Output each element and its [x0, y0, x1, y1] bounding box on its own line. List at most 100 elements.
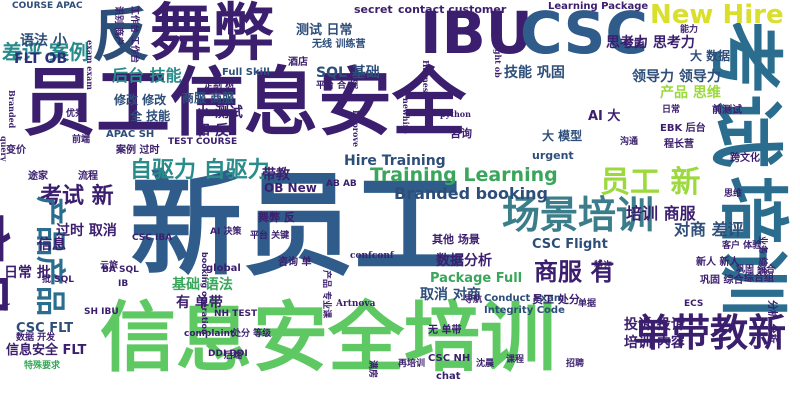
cloud-word: 技能	[624, 39, 644, 50]
cloud-word: DDI DDI	[208, 349, 248, 359]
cloud-word: credo	[1, 286, 11, 312]
cloud-word: 信息安全培训	[100, 293, 556, 382]
cloud-word: 信息安全 FLT	[6, 343, 87, 358]
cloud-word: Branded	[7, 90, 17, 129]
cloud-word: 跨文化	[730, 153, 760, 164]
cloud-word: 批 SQL	[42, 275, 75, 285]
cloud-word: 技能 巩固	[504, 65, 565, 81]
cloud-word: New Hire	[650, 0, 784, 30]
cloud-word: 特许	[594, 261, 613, 271]
cloud-word: 分析 分析	[766, 300, 777, 344]
cloud-word: 新员工	[130, 161, 466, 291]
cloud-word: Training Learning	[370, 164, 558, 186]
cloud-word: 投诉 投诉	[624, 317, 685, 333]
cloud-word: 信息	[38, 237, 66, 253]
cloud-word: urgent	[532, 149, 574, 162]
cloud-word: 定制 树	[204, 81, 235, 91]
cloud-word: 商服 有	[534, 258, 615, 286]
cloud-word: IBU	[420, 0, 533, 67]
cloud-word: 大 数据	[690, 49, 731, 63]
cloud-word: 沈晨	[476, 359, 495, 369]
cloud-word: 和 反	[196, 123, 229, 139]
cloud-word: Full Skill	[222, 67, 270, 78]
cloud-word: 特殊要求	[24, 361, 61, 371]
cloud-word: 数据 开发	[16, 333, 56, 343]
cloud-word: newhire	[401, 98, 411, 134]
cloud-word: booking operation	[200, 252, 209, 335]
cloud-word: 舞弊 反	[258, 211, 295, 224]
cloud-word: 程长营	[664, 139, 694, 150]
cloud-word: secret	[354, 3, 393, 16]
cloud-word: 大 模型	[542, 129, 583, 143]
cloud-word: CSC IBA	[132, 233, 173, 243]
cloud-word: 基础 语法	[172, 277, 233, 293]
cloud-word: 商服 商服	[182, 91, 235, 105]
cloud-word: 咨询	[450, 127, 472, 140]
cloud-word: 无 单带	[428, 325, 462, 336]
cloud-word: 全 技能	[130, 109, 171, 123]
cloud-word: CSC	[520, 0, 648, 67]
cloud-word: exam exam	[85, 40, 95, 90]
cloud-word: 培训 内容	[624, 335, 685, 351]
cloud-word: AI 决策	[210, 227, 242, 237]
cloud-word: Learning Package	[548, 1, 649, 12]
cloud-word: 测试 日常	[296, 23, 353, 38]
cloud-word: 案例 过时	[116, 145, 160, 156]
cloud-word: CSC Flight	[532, 237, 608, 252]
cloud-word: 单带教新	[634, 311, 787, 355]
cloud-word: Conduct Exam	[484, 293, 565, 304]
cloud-word: 平台 合 规	[316, 81, 359, 91]
cloud-word: 咨询 单	[278, 257, 312, 268]
cloud-word: Improve	[351, 110, 361, 148]
cloud-word: 产品产品	[32, 196, 67, 316]
cloud-word: 思维	[724, 189, 743, 199]
cloud-word: 产品 专业课	[321, 270, 331, 319]
cloud-word: 前测试	[712, 105, 742, 116]
cloud-word: 前端	[72, 135, 91, 145]
cloud-word: 酒店	[288, 57, 308, 68]
cloud-word: 客户 体验	[722, 241, 762, 251]
cloud-word: 领导力 领导力	[632, 69, 721, 85]
cloud-word: 考试 新	[40, 184, 114, 209]
cloud-word: Hire Training	[344, 153, 446, 169]
cloud-word: 导航	[464, 295, 483, 305]
cloud-word: 思考力 思考力	[606, 35, 695, 51]
cloud-word: 招聘	[566, 359, 585, 369]
cloud-word: 能力	[680, 25, 699, 35]
cloud-word: AB AB	[326, 179, 357, 189]
cloud-word: 单据	[578, 299, 597, 309]
cloud-word: 语法 小	[20, 33, 67, 49]
cloud-word: Artnova	[336, 299, 376, 309]
cloud-word: ECS	[684, 299, 704, 309]
cloud-word: 员工 处分	[532, 293, 580, 306]
cloud-word: 满房	[367, 360, 377, 379]
cloud-word: 流程	[78, 171, 98, 182]
cloud-word: python	[440, 109, 471, 119]
cloud-word: APAC SH	[106, 129, 155, 140]
cloud-word: 培训 商服	[626, 204, 696, 223]
cloud-word: 途家	[28, 171, 48, 182]
cloud-word: CSC FLT	[16, 321, 74, 336]
cloud-word: OB New	[264, 181, 317, 195]
cloud-word: SH IBU	[84, 307, 119, 317]
cloud-word: confconf	[350, 251, 394, 261]
cloud-word: IB	[118, 279, 129, 289]
cloud-word: 小 测试	[196, 105, 243, 121]
cloud-word: flight ob	[493, 40, 503, 78]
cloud-word: 修改 修改	[114, 93, 167, 107]
cloud-word: 数据分析	[436, 253, 492, 269]
cloud-word: EBK 后台	[660, 123, 706, 134]
cloud-word: 员工 新	[600, 165, 701, 200]
cloud-word: 巩固 综合	[700, 275, 744, 286]
cloud-word: FLT OB	[14, 51, 68, 67]
cloud-word: 沟通	[620, 137, 639, 147]
cloud-word: 云旅	[100, 261, 119, 271]
cloud-word: 取消 对商	[420, 287, 481, 303]
cloud-word: TEST COURSE	[168, 137, 238, 147]
cloud-word: complaint	[184, 329, 235, 339]
cloud-word: chat	[436, 371, 461, 382]
cloud-word: 无线 训练营	[312, 39, 366, 50]
cloud-word: AI 大	[588, 109, 621, 124]
cloud-word: 新人 新人	[696, 257, 740, 268]
